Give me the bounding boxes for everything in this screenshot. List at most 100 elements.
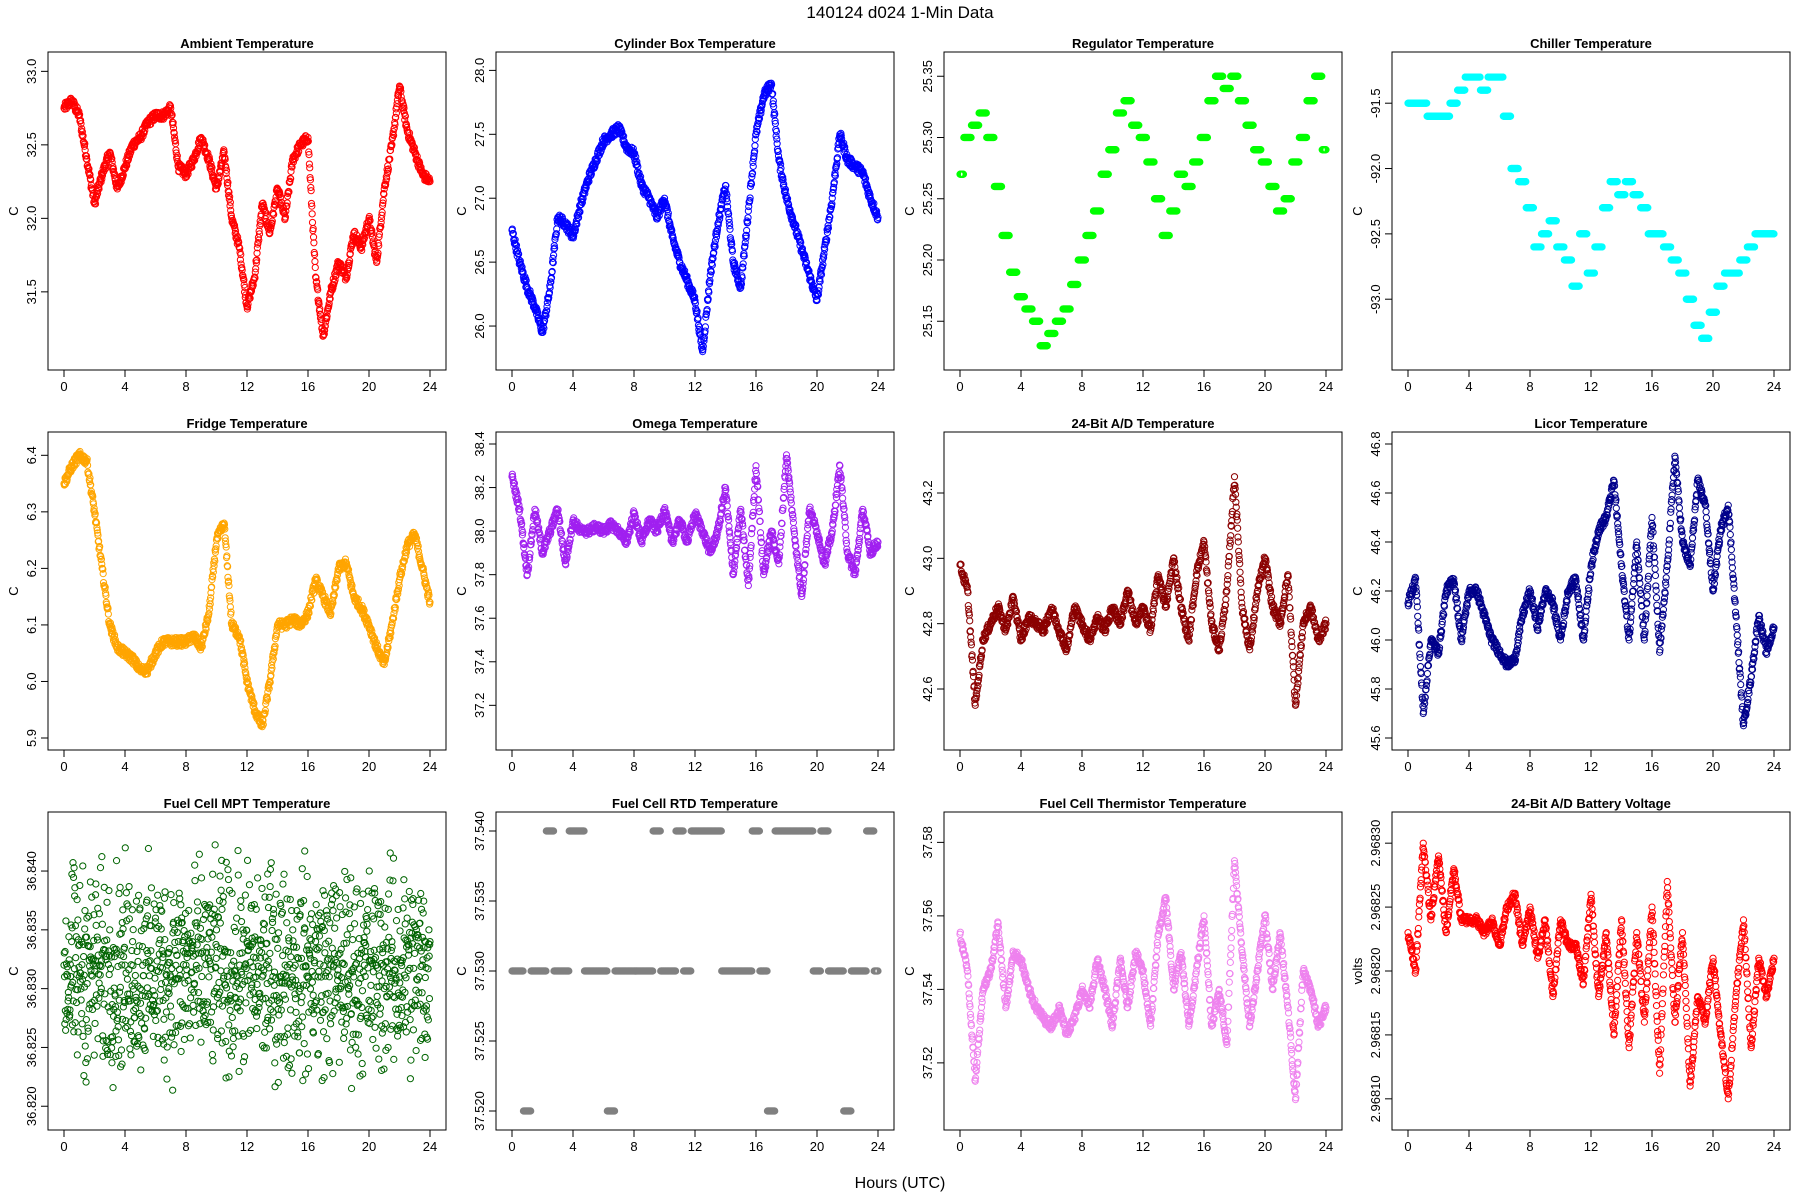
ambient-temperature-data-point <box>391 120 399 129</box>
cylinder-box-temperature-data-point <box>546 282 554 290</box>
cylinder-box-temperature-data-point <box>769 90 777 98</box>
regulator-temperature-data-point <box>1119 109 1128 117</box>
ambient-temperature-data-point <box>378 208 386 216</box>
regulator-temperature-y-tick-label: 25.25 <box>920 182 935 215</box>
regulator-temperature-data-point <box>1089 231 1097 240</box>
fridge-temperature-data-point <box>226 603 234 611</box>
cylinder-box-temperature-data-point <box>550 245 558 253</box>
regulator-temperature-data-point <box>1219 72 1227 80</box>
chiller-temperature-x-tick-label: 24 <box>1767 379 1781 394</box>
regulator-temperature-data-point <box>1287 195 1295 203</box>
fridge-temperature-data-point <box>262 697 270 705</box>
cylinder-box-temperature-data-point <box>828 200 836 208</box>
cylinder-box-temperature-data-point <box>755 115 764 123</box>
fridge-temperature-data-point <box>212 545 220 553</box>
chiller-temperature-data-point <box>1720 282 1728 290</box>
fridge-temperature-data-point <box>96 542 104 551</box>
fridge-temperature-data-point <box>236 640 244 648</box>
regulator-temperature-data-point <box>1257 146 1265 154</box>
chiller-temperature-data-point <box>1590 269 1599 277</box>
ambient-temperature-x-tick-label: 4 <box>121 379 128 394</box>
cylinder-box-temperature-data-point <box>726 225 734 233</box>
cylinder-box-temperature-data-point <box>772 132 780 140</box>
cylinder-box-temperature-data-point <box>683 272 691 280</box>
ambient-temperature-x-tick-label: 12 <box>240 379 254 394</box>
regulator-temperature-data-point <box>997 182 1006 191</box>
cylinder-box-temperature-y-axis-label: C <box>454 206 469 215</box>
chiller-temperature-x-tick-label: 4 <box>1465 379 1472 394</box>
regulator-temperature-data-point <box>1249 121 1257 129</box>
chiller-temperature-data-point <box>1499 73 1507 81</box>
regulator-temperature-data-point <box>1272 182 1280 191</box>
fridge-temperature-y-tick-label: 5.9 <box>24 729 39 747</box>
chiller-temperature-data-point <box>1705 334 1713 342</box>
fridge-temperature-y-tick-label: 6.2 <box>24 559 39 577</box>
cylinder-box-temperature-data-point <box>874 216 882 224</box>
cylinder-box-temperature-data-point <box>534 309 542 317</box>
cylinder-box-temperature-data-point <box>823 226 831 234</box>
ambient-temperature-data-point <box>373 257 381 265</box>
cylinder-box-temperature-data-point <box>737 277 745 285</box>
fridge-temperature-data-point <box>202 625 210 633</box>
fridge-temperature-y-axis-label: C <box>6 586 21 595</box>
regulator-temperature-x-tick-label: 12 <box>1136 379 1150 394</box>
fridge-temperature-data-point <box>268 664 276 672</box>
ambient-temperature-data-point <box>74 106 82 115</box>
regulator-temperature-x-tick-label: 16 <box>1197 379 1211 394</box>
cylinder-box-temperature-data-point <box>728 247 737 255</box>
chiller-temperature-y-tick-label: -91.5 <box>1368 88 1383 118</box>
regulator-temperature-data-point <box>982 109 990 117</box>
ambient-temperature-data-point <box>226 198 234 206</box>
cylinder-box-temperature-data-point <box>575 209 583 217</box>
cylinder-box-temperature-data-point <box>703 306 711 314</box>
ambient-temperature-data-point <box>222 166 231 174</box>
ambient-temperature-data-point <box>166 102 175 110</box>
fridge-temperature-y-tick-label: 6.3 <box>24 503 39 521</box>
ambient-temperature-data-point <box>308 202 316 210</box>
regulator-temperature-x-tick-label: 0 <box>956 379 963 394</box>
fridge-temperature-data-point <box>107 626 115 634</box>
fridge-temperature-data-point <box>209 573 217 581</box>
ambient-temperature-data-point <box>321 326 329 334</box>
cylinder-box-temperature-y-tick-label: 27.0 <box>472 186 487 211</box>
chiller-temperature-data-point <box>1598 243 1606 251</box>
ambient-temperature-data-point <box>205 153 213 161</box>
cylinder-box-temperature-data-point <box>627 143 636 151</box>
cylinder-box-temperature-data-point <box>696 327 704 335</box>
ambient-temperature-data-point <box>223 174 231 182</box>
fridge-temperature-title: Fridge Temperature <box>186 416 307 431</box>
regulator-temperature-data-point <box>1020 293 1029 301</box>
cylinder-box-temperature-data-point <box>837 131 845 140</box>
ambient-temperature-data-point <box>241 283 249 292</box>
regulator-temperature-series <box>956 72 1330 350</box>
cylinder-box-temperature-data-point <box>872 212 880 220</box>
cylinder-box-temperature-y-tick-label: 26.5 <box>472 249 487 274</box>
cylinder-box-temperature-data-point <box>723 191 731 199</box>
ambient-temperature-data-point <box>101 164 110 173</box>
regulator-temperature-data-point <box>1051 329 1059 338</box>
ambient-temperature-data-point <box>207 162 215 171</box>
chiller-temperature-data-point <box>1445 112 1454 120</box>
chiller-temperature-data-point <box>1667 243 1675 251</box>
cylinder-box-temperature-data-point <box>754 119 762 127</box>
fridge-temperature-data-point <box>111 631 119 639</box>
ambient-temperature-data-point <box>184 170 192 178</box>
cylinder-box-temperature-data-point <box>824 225 832 233</box>
ambient-temperature-data-point <box>208 163 216 172</box>
cylinder-box-temperature-data-point <box>540 324 548 332</box>
cylinder-box-temperature-data-point <box>513 246 522 254</box>
cylinder-box-temperature-x-tick-label: 4 <box>569 379 576 394</box>
cylinder-box-temperature-data-point <box>777 160 785 168</box>
regulator-temperature-data-point <box>1058 317 1067 325</box>
cylinder-box-temperature-data-point <box>576 208 584 216</box>
cylinder-box-temperature-data-point <box>744 218 752 226</box>
chiller-temperature-y-tick-label: -93.0 <box>1368 284 1383 314</box>
cylinder-box-temperature-data-point <box>736 284 744 293</box>
cylinder-box-temperature-data-point <box>759 96 767 104</box>
regulator-temperature-data-point <box>1318 72 1326 80</box>
ambient-temperature-data-point <box>169 124 178 132</box>
ambient-temperature-data-point <box>304 137 312 145</box>
ambient-temperature-data-point <box>183 172 191 180</box>
